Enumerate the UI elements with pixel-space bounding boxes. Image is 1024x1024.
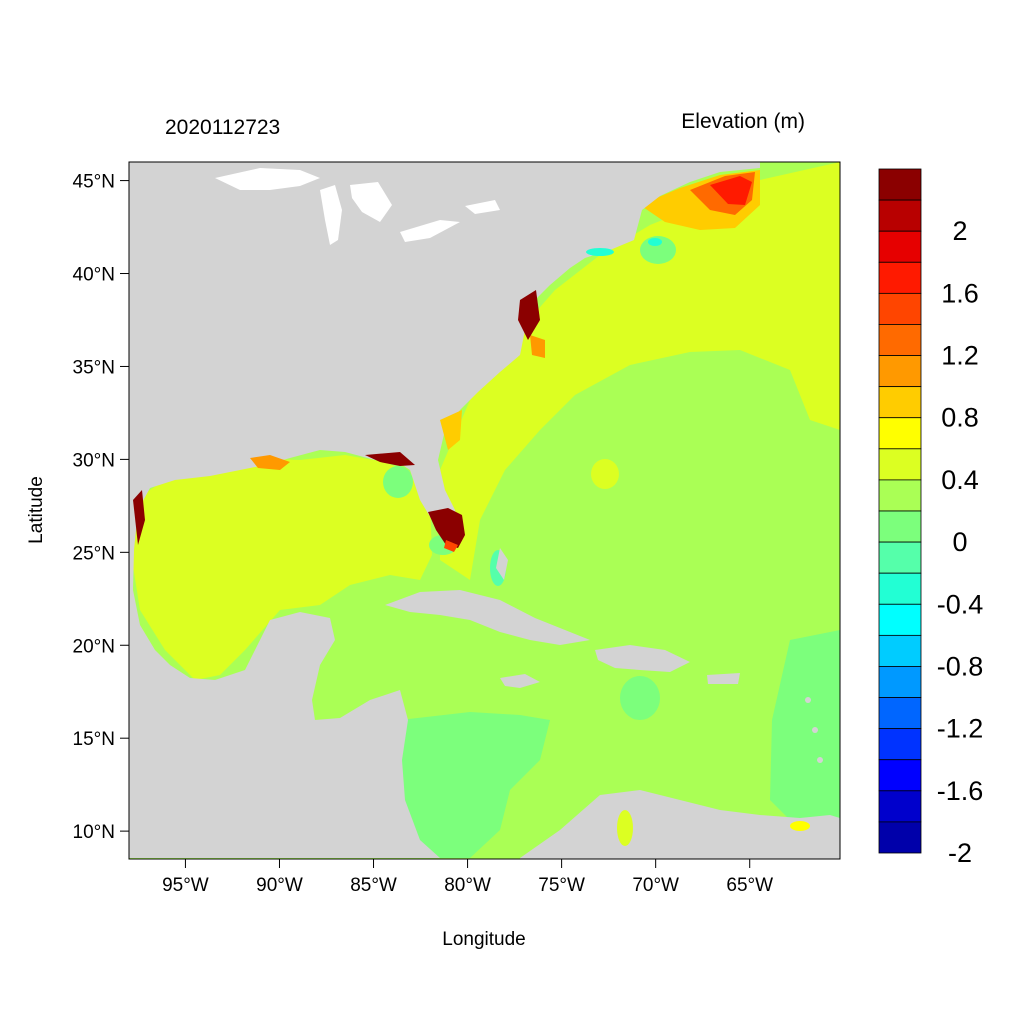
- surge-nc-coast: [518, 290, 540, 340]
- latitude-tick-label: 10°N: [73, 822, 115, 843]
- colorbar-swatch: [878, 572, 922, 605]
- colorbar-label: 0: [952, 527, 967, 557]
- ocean-spot-big-bend: [383, 466, 413, 498]
- surge-georgia-coast: [440, 410, 462, 450]
- colorbar-label: 0.8: [941, 403, 979, 433]
- land-cuba: [385, 590, 590, 645]
- colorbar-label: -0.4: [937, 589, 984, 619]
- surge-gulf-coast-louisiana: [250, 455, 290, 470]
- latitude-tick-label: 40°N: [73, 265, 115, 286]
- map-frame: [128, 161, 841, 860]
- ocean-band-north-atlantic: [440, 162, 840, 580]
- land-andros: [496, 548, 508, 580]
- ocean-band-atlantic-east: [770, 630, 840, 859]
- colorbar-label: -2: [948, 838, 972, 868]
- lake-superior: [215, 168, 320, 190]
- colorbar-swatch: [878, 510, 922, 543]
- latitude-tick-label: 15°N: [73, 729, 115, 750]
- colorbar-swatch: [878, 821, 922, 854]
- longitude-tick-label: 75°W: [538, 875, 585, 896]
- land-lesser-antilles-3: [817, 757, 823, 763]
- surge-south-florida: [428, 508, 465, 548]
- latitude-tick-label: 25°N: [73, 543, 115, 564]
- longitude-tick-label: 95°W: [162, 875, 209, 896]
- colorbar-label: -1.2: [937, 714, 984, 744]
- ocean-spot-central: [591, 459, 619, 489]
- colorbar-swatch: [878, 448, 922, 481]
- lake-ontario: [465, 200, 500, 214]
- colorbar-label: 1.2: [941, 341, 979, 371]
- ocean-band-gulf: [132, 455, 432, 680]
- land-lesser-antilles-1: [805, 697, 811, 703]
- colorbar-swatch: [878, 666, 922, 698]
- map-left-title: 2020112723: [165, 116, 280, 139]
- colorbar-label: -1.6: [937, 776, 984, 806]
- colorbar-swatch: [878, 355, 922, 388]
- lake-erie: [400, 220, 460, 242]
- lake-michigan: [320, 185, 342, 245]
- map-right-title: Elevation (m): [681, 110, 805, 133]
- land-jamaica: [500, 674, 540, 688]
- colorbar-swatch: [878, 634, 922, 667]
- colorbar-swatch: [878, 199, 922, 232]
- colorbar-swatch: [878, 790, 922, 823]
- depression-cape-cod: [648, 238, 662, 246]
- surge-big-bend-coast: [365, 452, 415, 466]
- surge-chesapeake: [530, 335, 545, 358]
- colorbar-swatch: [878, 230, 922, 263]
- ocean-spot-caribbean-east: [620, 676, 660, 720]
- colorbar-swatch: [878, 759, 922, 792]
- colorbar-swatch: [878, 728, 922, 761]
- map-plot-area: [129, 162, 840, 859]
- surge-gulf-of-maine-core: [710, 176, 752, 205]
- land-lesser-antilles-2: [812, 727, 818, 733]
- colorbar-label: 0.4: [941, 465, 979, 495]
- longitude-tick-label: 90°W: [256, 875, 303, 896]
- surge-texas-coast: [133, 490, 145, 545]
- colorbar-swatch: [878, 292, 922, 325]
- y-axis-label: Latitude: [26, 476, 47, 544]
- colorbar: 2 1.6 1.2 0.8 0.4 0 -0.4 -0.8 -1.2 -1.6 -2: [878, 168, 984, 868]
- surge-florida-keys-edge: [444, 540, 458, 552]
- lake-huron: [350, 182, 392, 222]
- colorbar-label: -0.8: [937, 651, 984, 681]
- land-south-america: [520, 790, 840, 859]
- longitude-axis: 95°W 90°W 85°W 80°W 75°W 70°W 65°W: [162, 859, 773, 896]
- colorbar-label: 1.6: [941, 278, 979, 308]
- latitude-tick-label: 20°N: [73, 636, 115, 657]
- latitude-axis: 45°N 40°N 35°N 30°N 25°N 20°N 15°N 10°N: [73, 172, 129, 843]
- colorbar-swatch: [878, 479, 922, 512]
- colorbar-swatch: [878, 417, 922, 450]
- surge-trinidad: [790, 821, 810, 831]
- land-hispaniola: [595, 645, 690, 672]
- latitude-tick-label: 30°N: [73, 450, 115, 471]
- longitude-tick-label: 80°W: [444, 875, 491, 896]
- ocean-band-caribbean-south: [398, 712, 550, 858]
- colorbar-swatch: [878, 386, 922, 419]
- colorbar-swatch: [878, 261, 922, 294]
- longitude-tick-label: 65°W: [726, 875, 773, 896]
- surge-gulf-venezuela: [617, 810, 633, 846]
- x-axis-label: Longitude: [442, 929, 525, 950]
- colorbar-swatch: [878, 168, 922, 201]
- colorbar-swatch: [878, 324, 922, 356]
- colorbar-swatch: [878, 541, 922, 574]
- colorbar-label: 2: [952, 216, 967, 246]
- colorbar-swatch: [878, 603, 922, 636]
- colorbar-swatch: [878, 697, 922, 730]
- longitude-tick-label: 70°W: [632, 875, 679, 896]
- latitude-tick-label: 45°N: [73, 172, 115, 193]
- longitude-tick-label: 85°W: [350, 875, 397, 896]
- land-puerto-rico: [707, 673, 740, 684]
- latitude-tick-label: 35°N: [73, 357, 115, 378]
- depression-long-island: [586, 248, 614, 256]
